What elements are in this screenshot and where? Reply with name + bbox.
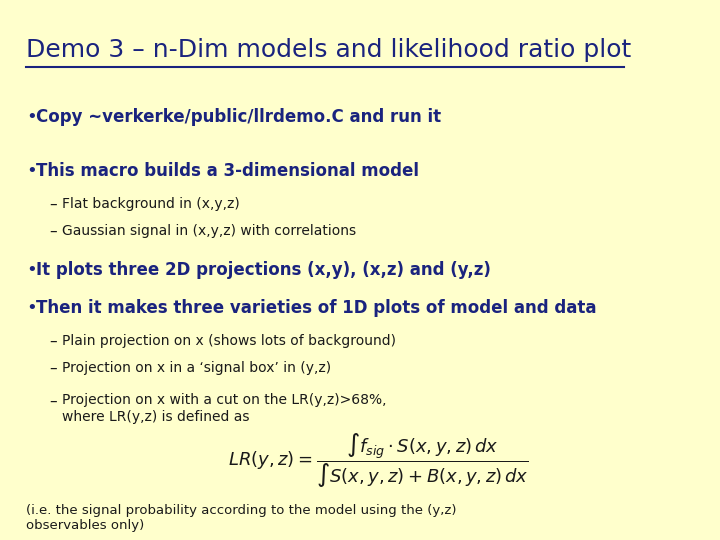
Text: It plots three 2D projections (x,y), (x,z) and (y,z): It plots three 2D projections (x,y), (x,… <box>36 261 490 279</box>
Text: Flat background in (x,y,z): Flat background in (x,y,z) <box>62 197 240 211</box>
Text: –: – <box>49 197 56 212</box>
Text: •: • <box>26 108 37 126</box>
Text: •: • <box>26 261 37 279</box>
Text: •: • <box>26 161 37 180</box>
Text: Plain projection on x (shows lots of background): Plain projection on x (shows lots of bac… <box>62 334 396 348</box>
Text: Then it makes three varieties of 1D plots of model and data: Then it makes three varieties of 1D plot… <box>36 299 596 317</box>
Text: Demo 3 – n-Dim models and likelihood ratio plot: Demo 3 – n-Dim models and likelihood rat… <box>26 38 631 62</box>
Text: Projection on x with a cut on the LR(y,z)>68%,
where LR(y,z) is defined as: Projection on x with a cut on the LR(y,z… <box>62 394 387 424</box>
Text: –: – <box>49 334 56 349</box>
Text: (i.e. the signal probability according to the model using the (y,z)
observables : (i.e. the signal probability according t… <box>26 504 456 532</box>
Text: Projection on x in a ‘signal box’ in (y,z): Projection on x in a ‘signal box’ in (y,… <box>62 361 331 375</box>
Text: –: – <box>49 361 56 376</box>
Text: Gaussian signal in (x,y,z) with correlations: Gaussian signal in (x,y,z) with correlat… <box>62 224 356 238</box>
Text: •: • <box>26 299 37 317</box>
Text: Copy ~verkerke/public/llrdemo.C and run it: Copy ~verkerke/public/llrdemo.C and run … <box>36 108 441 126</box>
Text: This macro builds a 3-dimensional model: This macro builds a 3-dimensional model <box>36 161 419 180</box>
Text: $LR(y,z) = \dfrac{\int f_{sig} \cdot S(x,y,z)\,dx}{\int S(x,y,z) + B(x,y,z)\,dx}: $LR(y,z) = \dfrac{\int f_{sig} \cdot S(x… <box>228 431 528 490</box>
Text: –: – <box>49 224 56 239</box>
Text: –: – <box>49 394 56 408</box>
